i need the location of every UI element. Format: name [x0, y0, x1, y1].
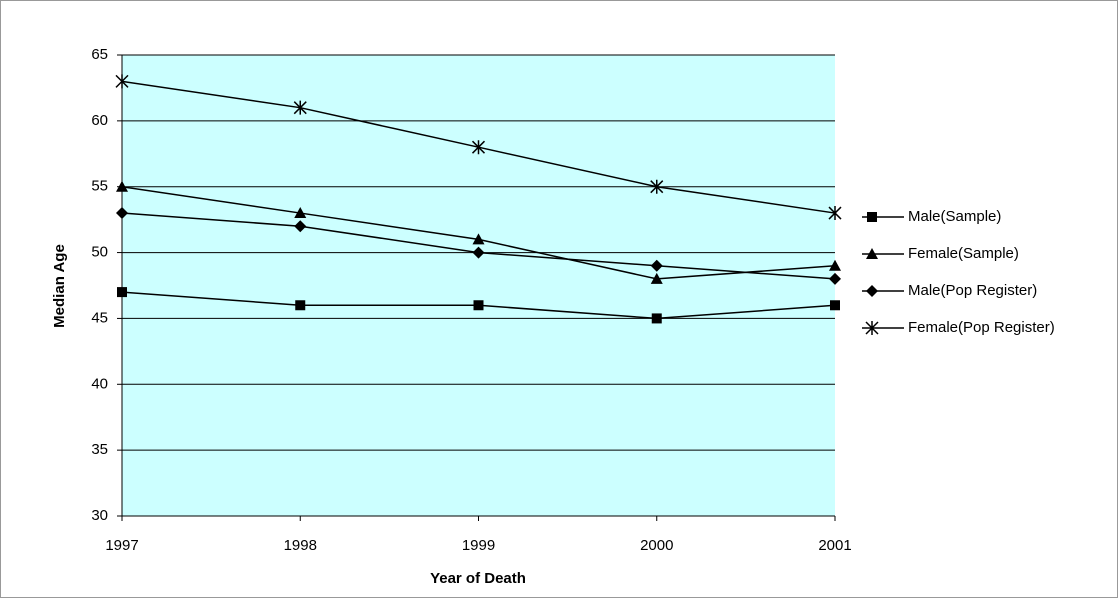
marker	[650, 259, 663, 272]
marker	[471, 140, 486, 155]
x-tick-label: 1998	[284, 537, 317, 554]
y-tick-label: 60	[91, 112, 108, 129]
legend-marker	[866, 248, 878, 259]
marker	[472, 233, 485, 245]
y-tick-label: 55	[91, 178, 108, 195]
marker	[828, 206, 842, 221]
marker	[650, 179, 664, 194]
y-tick-label: 35	[91, 441, 108, 458]
y-tick-label: 65	[91, 46, 108, 63]
y-tick-label: 30	[91, 507, 108, 524]
marker	[115, 74, 129, 89]
legend-label: Male(Pop Register)	[908, 282, 1037, 299]
x-tick-label: 2001	[818, 537, 851, 554]
marker	[116, 180, 128, 192]
legend-marker	[867, 212, 877, 222]
marker	[473, 300, 484, 311]
plot-area	[122, 55, 835, 516]
marker	[294, 207, 307, 219]
y-axis-title: Median Age	[51, 244, 68, 328]
x-tick-label: 2000	[640, 537, 673, 554]
marker	[472, 246, 485, 259]
marker	[293, 100, 307, 115]
y-tick-label: 50	[91, 244, 108, 261]
x-axis-title: Year of Death	[430, 570, 526, 587]
y-tick-label: 45	[91, 309, 108, 326]
legend-label: Female(Pop Register)	[908, 319, 1055, 336]
legend-marker	[865, 321, 879, 335]
marker	[116, 207, 128, 220]
marker	[829, 272, 841, 285]
legend-label: Male(Sample)	[908, 208, 1001, 225]
y-tick-label: 40	[91, 375, 108, 392]
x-tick-label: 1999	[462, 537, 495, 554]
marker	[830, 300, 840, 311]
marker	[295, 300, 306, 311]
marker	[117, 287, 127, 298]
marker	[651, 313, 662, 324]
legend-label: Female(Sample)	[908, 245, 1019, 262]
marker	[829, 259, 841, 271]
legend-marker	[866, 285, 878, 297]
x-tick-label: 1997	[105, 537, 138, 554]
marker	[650, 272, 663, 284]
marker	[294, 220, 307, 233]
